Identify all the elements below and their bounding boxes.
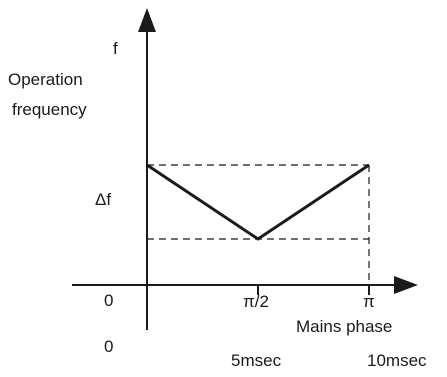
phase-axis-arrowhead <box>394 276 418 294</box>
frequency-curve <box>146 163 370 241</box>
ten-msec-label: 10msec <box>367 351 427 370</box>
five-msec-label: 5msec <box>231 351 282 370</box>
mains-phase-label: Mains phase <box>296 317 392 336</box>
delta-f-label: Δf <box>95 190 111 209</box>
pi-half-label: π/2 <box>243 292 269 311</box>
pi-label: π <box>363 292 375 311</box>
origin-time-label: 0 <box>104 337 113 356</box>
f-axis-label: f <box>113 39 118 58</box>
frequency-label: frequency <box>12 100 87 119</box>
operation-label: Operation <box>8 70 83 89</box>
origin-phase-label: 0 <box>104 291 113 310</box>
frequency-axis-arrowhead <box>138 8 156 32</box>
